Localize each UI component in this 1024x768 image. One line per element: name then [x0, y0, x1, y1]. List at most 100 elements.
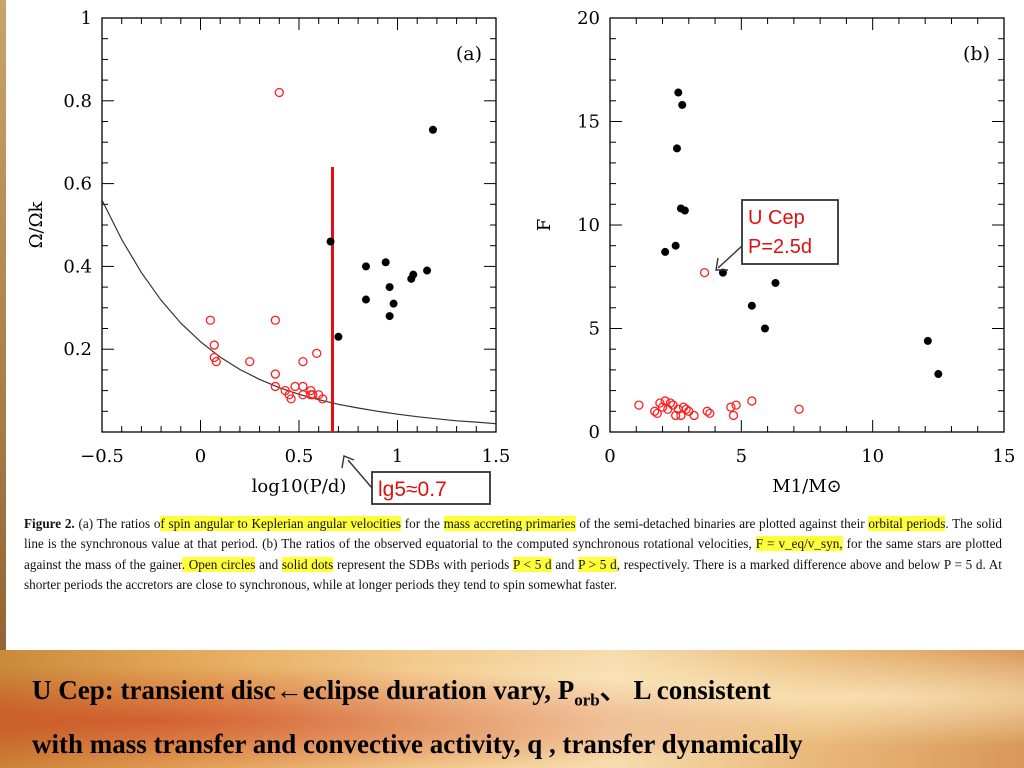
- caption-highlight: f spin angular to Keplerian angular velo…: [160, 516, 401, 531]
- solid-dot-point: [934, 370, 943, 379]
- solid-dot-point: [334, 332, 343, 341]
- panel-label: (b): [963, 43, 990, 65]
- solid-dot-point: [672, 144, 681, 153]
- footer-background: [0, 650, 1024, 768]
- open-circle-point: [668, 400, 678, 410]
- caption-text: (a) The ratios o: [74, 516, 161, 531]
- caption-text: . The solid line is the synchronous valu…: [24, 516, 1002, 552]
- open-circle-point: [650, 406, 660, 416]
- open-circle-point: [270, 369, 281, 379]
- solid-dot-point: [760, 324, 769, 333]
- solid-dot-point: [326, 237, 335, 246]
- caption-highlight: P > 5 d: [578, 556, 617, 572]
- open-circle-point: [286, 394, 296, 404]
- x-axis-label: log10(P/d): [252, 476, 347, 497]
- solid-dot-point: [423, 266, 432, 275]
- x-tick-label: 5: [736, 446, 747, 467]
- solid-dot-point: [389, 299, 398, 308]
- annotation-text: lg5≈0.7: [378, 478, 447, 501]
- annotation-arrow: [347, 459, 373, 489]
- open-circle-point: [665, 398, 676, 408]
- caption-highlight: F = v_eq/v_syn,: [755, 536, 843, 552]
- open-circle-point: [245, 356, 255, 367]
- u-cep-box: [741, 199, 839, 265]
- solid-dot-point: [385, 283, 394, 292]
- x-tick-label: 15: [993, 446, 1016, 467]
- open-circle-point: [308, 390, 318, 400]
- open-circle-point: [274, 87, 284, 98]
- open-circle-point: [660, 396, 670, 406]
- open-circle-point: [726, 402, 736, 412]
- x-tick-label: 1: [392, 446, 403, 467]
- y-tick-label: 15: [577, 112, 600, 133]
- figure-caption: Figure 2. (a) The ratios of spin angular…: [24, 514, 1002, 596]
- caption-text: and: [551, 556, 579, 572]
- caption-label: Figure 2.: [24, 516, 75, 531]
- solid-dot-point: [409, 270, 418, 279]
- figure-plots: −0.5 0 0.5 1 1.5 0.2 0.4 0.6 0.8 1 (a) log10(P/d) Ω/…: [26, 8, 1015, 505]
- u-cep-arrowhead: [715, 257, 728, 271]
- panel-b: 0 5 10 15 0 5 10 15 20 (b) M1/M⊙ F U Cep P=2.5d: [534, 8, 1015, 497]
- panel-label: (a): [456, 43, 482, 65]
- footer-line-2: with mass transfer and convective activi…: [32, 729, 803, 760]
- footer-text: U Cep: transient disc←eclipse duration v…: [32, 668, 1012, 766]
- x-tick-label: 0: [604, 446, 615, 467]
- open-circle-point: [681, 404, 691, 414]
- solid-dot-point: [361, 295, 370, 304]
- open-circle-point: [699, 267, 710, 278]
- x-tick-label: 1.5: [482, 446, 511, 467]
- y-tick-label: 0.8: [63, 91, 92, 112]
- solid-dot-point: [385, 312, 394, 321]
- y-tick-label: 5: [589, 319, 600, 340]
- solid-dot-point: [678, 100, 687, 109]
- caption-highlight: mass accreting primaries: [443, 516, 576, 531]
- solid-dot-point: [923, 336, 932, 345]
- solid-dot-point: [661, 247, 670, 256]
- x-tick-label: −0.5: [80, 446, 124, 467]
- open-circle-point: [728, 410, 739, 421]
- caption-text: represent the SDBs with periods: [333, 556, 513, 572]
- caption-highlight: . Open circles: [181, 556, 256, 572]
- annotation-box: [371, 471, 491, 505]
- caption-text: for the: [401, 516, 444, 531]
- y-axis-label: F: [534, 219, 555, 232]
- caption-text: of the semi-detached binaries are plotte…: [575, 516, 869, 531]
- y-tick-label: 10: [577, 215, 600, 236]
- open-circle-point: [676, 410, 686, 421]
- synchronous-curve: [102, 199, 496, 425]
- x-tick-label: 0.5: [285, 446, 314, 467]
- open-circle-point: [747, 396, 757, 406]
- solid-dot-point: [428, 125, 437, 134]
- open-circle-point: [290, 381, 300, 392]
- caption-highlight: P < 5 d: [513, 556, 552, 572]
- open-circle-point: [794, 404, 804, 414]
- solid-dot-point: [674, 88, 683, 97]
- y-tick-label: 20: [577, 8, 600, 29]
- solid-dot-point: [771, 278, 780, 287]
- open-circle-point: [705, 408, 715, 419]
- caption-highlight: orbital periods: [868, 516, 946, 531]
- open-circle-point: [298, 356, 308, 367]
- footer-line-1: U Cep: transient disc←eclipse duration v…: [32, 668, 1012, 722]
- y-tick-label: 1: [81, 8, 92, 29]
- solid-dot-point: [671, 241, 680, 250]
- solid-dot-point: [361, 262, 370, 271]
- open-circle-point: [652, 408, 662, 419]
- open-circle-point: [678, 402, 689, 412]
- open-circle-point: [689, 410, 699, 421]
- solid-dot-point: [381, 258, 390, 267]
- footer-subscript: orb: [574, 690, 600, 710]
- plot-frame: [101, 17, 497, 433]
- y-tick-label: 0.2: [63, 339, 92, 360]
- open-circle-point: [209, 340, 219, 350]
- open-circle-point: [657, 402, 668, 412]
- open-circle-point: [312, 348, 322, 358]
- y-axis-label: Ω/Ωk: [26, 201, 47, 249]
- caption-text: , respectively. There is a marked differ…: [24, 556, 1002, 593]
- open-circle-point: [270, 381, 281, 392]
- open-circle-point: [211, 356, 221, 367]
- caption-text: for the same stars are plotted against t…: [24, 536, 1003, 572]
- y-tick-label: 0: [589, 422, 600, 443]
- open-circle-point: [270, 315, 281, 325]
- open-circle-point: [317, 394, 328, 404]
